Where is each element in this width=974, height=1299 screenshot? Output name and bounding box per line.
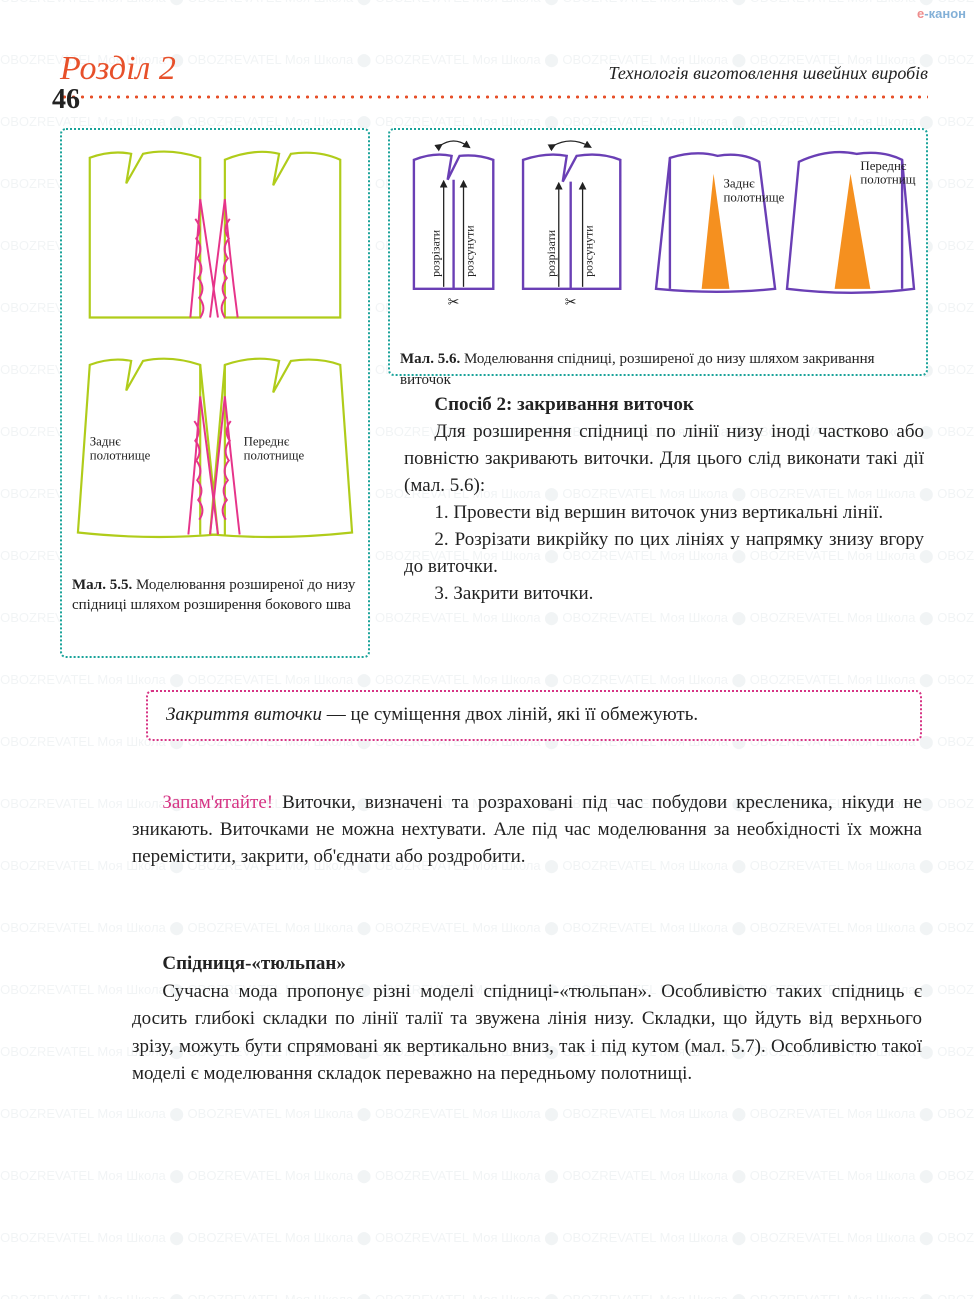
remember-block: Запам'ятайте! Виточки, визначені та розр… [132,790,922,871]
method2-para: Для розширення спідниці по лінії низу ін… [404,419,924,500]
figure-5-6-svg: розрізати розсунути ✂ розрізати розсунут… [400,140,916,338]
svg-text:✂: ✂ [448,296,460,311]
method2-title: Спосіб 2: закривання виточок [434,394,693,415]
fig55-label-back: Заднєполотнище [90,435,151,463]
svg-text:Переднєполотнище: Переднєполотнище [860,159,916,187]
tulip-section: Спідниця-«тюльпан» Сучасна мода пропонує… [132,950,922,1088]
method2-item2: 2. Розрізати викрійку по цих лініях у на… [404,527,924,581]
definition-box: Закриття виточки — це суміщення двох лін… [146,690,922,741]
method2-item3: 3. Закрити виточки. [404,581,924,608]
figure-5-6: розрізати розсунути ✂ розрізати розсунут… [388,128,928,376]
svg-text:Заднєполотнище: Заднєполотнище [723,177,784,205]
fig55-label-front: Переднєполотнище [244,435,305,463]
svg-text:розрізати: розрізати [429,229,443,277]
svg-text:✂: ✂ [565,296,577,311]
tulip-subhead: Спідниця-«тюльпан» [132,950,922,978]
page-content: Розділ 2 Технологія виготовлення швейних… [0,0,974,154]
definition-text: — це суміщення двох ліній, які її обмежу… [322,704,698,725]
svg-text:розрізати: розрізати [544,229,558,277]
dot-rule [60,94,928,100]
section-label: Розділ 2 [60,50,176,88]
svg-text:розсунути: розсунути [462,225,476,277]
figure-5-5-svg: Заднєполотнище Переднєполотнище [72,140,358,564]
figure-5-5-caption: Мал. 5.5. Моделювання розширеної до низу… [72,575,358,616]
method-2-text: Спосіб 2: закривання виточок Для розшире… [404,392,924,608]
definition-term: Закриття виточки [166,704,322,725]
method2-item1: 1. Провести від вершин виточок униз верт… [404,500,924,527]
chapter-title: Технологія виготовлення швейних виробів [609,63,928,84]
figure-5-5: Заднєполотнище Переднєполотнище Мал. 5.5… [60,128,370,658]
header: Розділ 2 Технологія виготовлення швейних… [60,50,928,88]
page-number: 46 [52,84,80,116]
figure-5-6-caption: Мал. 5.6. Моделювання спідниці, розширен… [400,349,916,390]
svg-text:розсунути: розсунути [582,225,596,277]
remember-label: Запам'ятайте! [162,792,273,813]
tulip-para: Сучасна мода пропонує різні моделі спідн… [132,978,922,1088]
